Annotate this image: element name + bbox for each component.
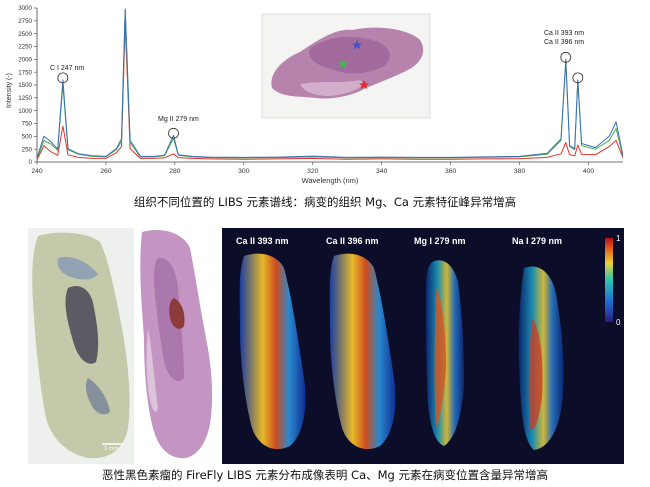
y-tick-label: 3000 (18, 5, 32, 12)
spectrum-series-line (37, 22, 623, 161)
imaging-caption: 恶性黑色素瘤的 FireFly LIBS 元素分布成像表明 Ca、Mg 元素在病… (102, 468, 548, 482)
panel-title-mg-i-279: Mg I 279 nm (414, 236, 466, 246)
peak-marker-circle (168, 127, 179, 139)
y-tick-label: 1000 (18, 108, 32, 115)
libs-map-panel: Ca II 393 nm Ca II 396 nm Mg I 279 nm Na… (222, 228, 624, 464)
y-axis-label: Intensity (-) (6, 73, 13, 108)
peak-marker-circle (572, 72, 584, 84)
x-tick-label: 320 (307, 168, 319, 175)
y-tick-label: 2250 (18, 44, 32, 51)
y-tick-label: 2500 (18, 31, 32, 38)
colorbar-min-label: 0 (616, 318, 621, 327)
peak-annotations: C I 247 nm Mg II 279 nm Ca II 393 nm Ca … (50, 30, 584, 123)
colorbar (605, 238, 613, 322)
green-star-icon (338, 59, 348, 68)
x-tick-label: 380 (514, 168, 526, 175)
he-stain-image (134, 228, 220, 464)
red-star-icon (359, 80, 369, 89)
peak-marker-circle (57, 72, 69, 84)
y-tick-label: 750 (22, 121, 33, 128)
annotation-ca-ii-393: Ca II 393 nm (544, 30, 584, 37)
x-tick-label: 400 (583, 168, 595, 175)
x-tick-label: 360 (445, 168, 457, 175)
tissue-photo: 3 mm (28, 228, 134, 464)
colorbar-max-label: 1 (616, 234, 621, 243)
scalebar-label: 3 mm (104, 446, 118, 452)
x-tick-label: 240 (31, 168, 43, 175)
annotation-mg-ii-279: Mg II 279 nm (158, 116, 199, 123)
spectrum-chart: 0 250 500 750 1000 1250 1500 1750 2000 2250 2500 27… (6, 5, 623, 185)
annotation-ca-ii-396: Ca II 396 nm (544, 39, 584, 46)
y-tick-label: 2750 (18, 18, 32, 25)
inset-he-image (261, 13, 431, 119)
blue-star-icon (352, 40, 362, 49)
peak-circles (57, 51, 584, 139)
panel-title-ca-ii-393: Ca II 393 nm (236, 236, 289, 246)
y-tick-label: 0 (29, 159, 33, 166)
spectrum-caption: 组织不同位置的 LIBS 元素谱线：病变的组织 Mg、Ca 元素特征峰异常增高 (133, 195, 517, 209)
y-tick-label: 1750 (18, 69, 32, 76)
x-tick-label: 300 (238, 168, 250, 175)
x-tick-label: 260 (100, 168, 112, 175)
panel-title-na-i-279: Na I 279 nm (512, 236, 563, 246)
x-tick-group: 240 260 280 300 320 340 360 380 400 (31, 162, 594, 175)
panel-title-ca-ii-396: Ca II 396 nm (326, 236, 379, 246)
y-tick-label: 500 (22, 134, 33, 141)
y-tick-label: 1250 (18, 95, 32, 102)
x-axis-label: Wavelength (nm) (302, 176, 359, 185)
x-tick-label: 340 (376, 168, 388, 175)
y-tick-label: 1500 (18, 82, 32, 89)
spectrum-series-line (37, 8, 623, 159)
y-tick-label: 2000 (18, 57, 32, 64)
annotation-c-i-247: C I 247 nm (50, 65, 84, 72)
y-tick-group: 0 250 500 750 1000 1250 1500 1750 2000 2250 2500 27… (18, 5, 37, 166)
series-group (37, 8, 623, 161)
y-tick-label: 250 (22, 146, 33, 153)
x-tick-label: 280 (169, 168, 181, 175)
peak-marker-circle (560, 51, 572, 63)
